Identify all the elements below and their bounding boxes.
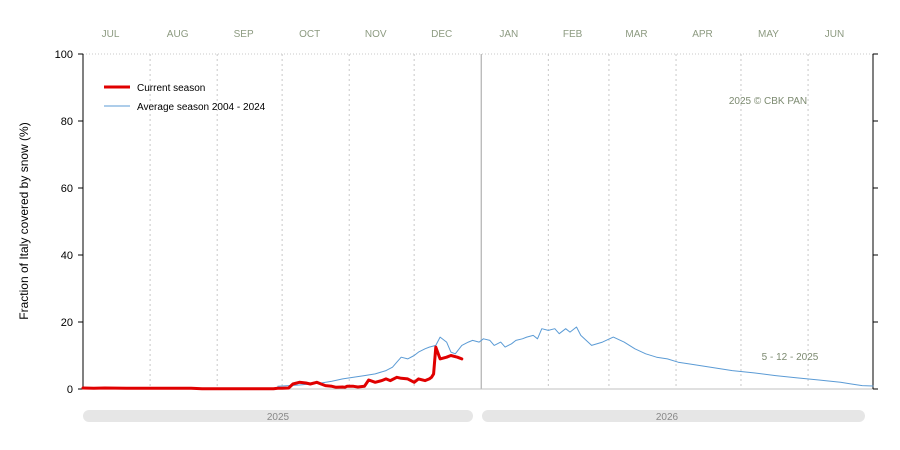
- year-label-2025: 2025: [267, 412, 290, 423]
- year-label-2026: 2026: [656, 412, 679, 423]
- month-label-jun: JUN: [825, 29, 844, 40]
- month-label-jul: JUL: [102, 29, 120, 40]
- legend: Current season Average season 2004 - 202…: [104, 83, 266, 113]
- month-label-feb: FEB: [563, 29, 583, 40]
- legend-label-average: Average season 2004 - 2024: [137, 102, 266, 113]
- year-band-2025: 2025: [83, 410, 473, 423]
- year-band-2025-bar: [83, 410, 473, 422]
- month-label-jan: JAN: [499, 29, 518, 40]
- y-tick-label: 40: [61, 250, 73, 262]
- year-band-2026-bar: [482, 410, 865, 422]
- month-label-may: MAY: [758, 29, 779, 40]
- y-tick-label: 60: [61, 183, 73, 195]
- month-label-sep: SEP: [234, 29, 254, 40]
- series-current-line: [81, 345, 464, 391]
- y-tick-label: 0: [67, 384, 73, 396]
- month-label-nov: NOV: [365, 29, 387, 40]
- grid: [83, 53, 873, 389]
- date-note: 5 - 12 - 2025: [762, 352, 819, 363]
- month-label-aug: AUG: [167, 29, 189, 40]
- month-label-dec: DEC: [431, 29, 452, 40]
- series-average-line: [277, 326, 874, 387]
- month-label-oct: OCT: [299, 29, 320, 40]
- y-tick-label: 80: [61, 116, 73, 128]
- y-tick-label: 20: [61, 317, 73, 329]
- year-band-2026: 2026: [482, 410, 865, 423]
- y-axis-label: Fraction of Italy covered by snow (%): [17, 122, 31, 319]
- month-label-apr: APR: [692, 29, 713, 40]
- copyright-note: 2025 © CBK PAN: [729, 96, 807, 107]
- month-label-mar: MAR: [625, 29, 647, 40]
- labels: JUL AUG SEP OCT NOV DEC JAN FEB MAR APR MAY JUN 0 20 4…: [55, 29, 845, 396]
- series: [81, 326, 874, 391]
- legend-label-current: Current season: [137, 83, 205, 94]
- y-tick-label: 100: [55, 49, 73, 61]
